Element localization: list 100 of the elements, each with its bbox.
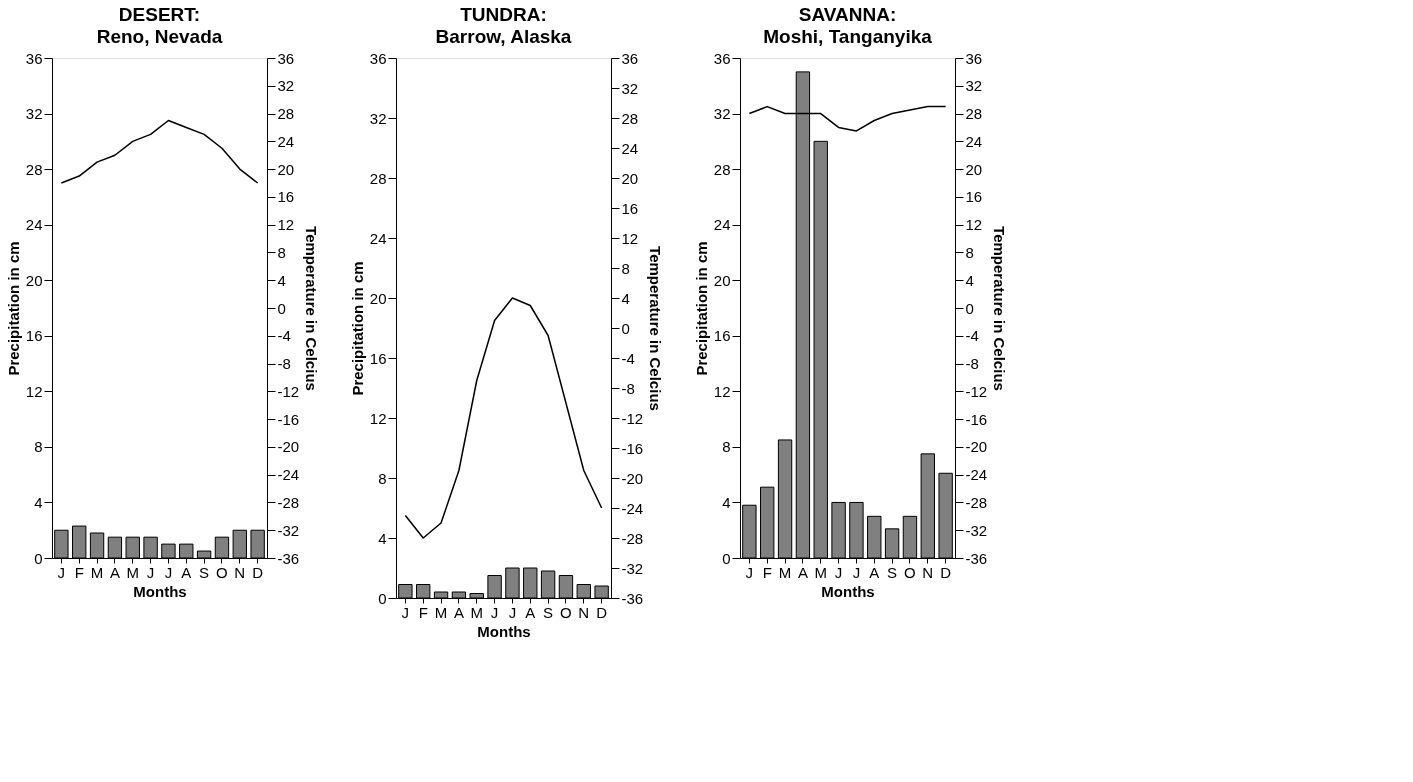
y-tick-label: 8 [34,438,43,456]
y2-tick-label: 24 [621,139,639,157]
y2-tick-label: 16 [965,188,983,206]
y-tick-label: 12 [369,409,387,427]
y-axis-title: Precipitation in cm [348,261,366,396]
line-series [404,297,603,539]
y-tick-label: 0 [722,549,731,567]
y2-tick-label: 0 [277,299,286,317]
x-tick-label: O [904,563,916,581]
x-tick-label: M [90,563,104,581]
y2-tick-label: -12 [277,382,300,400]
x-tick-label: J [852,563,861,581]
y2-tick-label: -8 [277,355,291,373]
y-tick-label: 36 [25,49,43,67]
x-tick-label: A [869,563,880,581]
y2-tick-label: 36 [965,49,983,67]
y-tick-label: 0 [378,589,387,607]
x-axis-title: Months [133,582,187,600]
y2-tick-label: -28 [965,493,988,511]
y2-tick-label: -8 [965,355,979,373]
x-tick-label: N [234,563,246,581]
y2-tick-label: 12 [621,229,639,247]
y-tick-label: 16 [713,327,731,345]
y2-axis-title: Temperature in Celcius [647,246,665,411]
y-tick-label: 32 [369,109,387,127]
y2-tick-label: -24 [621,499,644,517]
y-tick-label: 16 [369,349,387,367]
y-tick-label: 20 [713,271,731,289]
x-tick-label: S [199,563,210,581]
y2-tick-label: 28 [965,105,983,123]
y-tick-label: 16 [25,327,43,345]
x-tick-label: A [453,603,464,621]
x-tick-label: M [814,563,827,581]
y2-tick-label: 0 [621,319,630,337]
y2-tick-label: 4 [621,289,630,307]
y-tick-label: 20 [25,271,43,289]
x-axis-title: Months [821,582,875,600]
y2-axis-title: Temperature in Celcius [303,226,321,391]
y2-tick-label: -32 [277,521,300,539]
x-tick-label: A [181,563,192,581]
y2-tick-label: -20 [965,438,988,456]
y-tick-label: 12 [25,382,43,400]
chart-subtitle: Barrow, Alaska [435,26,572,47]
y-tick-label: 4 [34,493,43,511]
x-tick-label: J [508,603,517,621]
x-tick-label: D [940,563,952,581]
y-tick-label: 28 [713,160,731,178]
y-axis-title: Precipitation in cm [692,241,710,376]
y-tick-label: 28 [25,160,43,178]
y-tick-label: 4 [378,529,387,547]
y2-tick-label: -28 [277,493,300,511]
y2-tick-label: 8 [277,243,286,261]
y2-tick-label: -20 [277,438,300,456]
y-tick-label: 24 [25,216,43,234]
x-tick-label: A [525,603,536,621]
y-tick-label: 28 [369,169,387,187]
y2-tick-label: -16 [621,439,644,457]
y2-tick-label: -8 [621,379,635,397]
y-tick-label: 8 [378,469,387,487]
y2-tick-label: -4 [277,327,291,345]
chart-subtitle: Reno, Nevada [96,26,223,47]
y2-tick-label: 20 [965,160,983,178]
y-tick-label: 20 [369,289,387,307]
y-tick-label: 24 [369,229,387,247]
x-tick-label: D [252,563,264,581]
x-tick-label: M [470,603,483,621]
y-tick-label: 4 [722,493,731,511]
line-series [60,119,259,184]
y2-tick-label: 20 [621,169,639,187]
y2-tick-label: 32 [965,77,983,95]
x-tick-label: J [490,603,499,621]
chart-subtitle: Moshi, Tanganyika [763,26,933,47]
y2-tick-label: 16 [621,199,639,217]
x-tick-label: M [434,603,448,621]
x-tick-label: F [74,563,84,581]
x-tick-label: N [578,603,590,621]
y2-tick-label: 12 [965,216,983,234]
x-tick-label: J [57,563,66,581]
y2-tick-label: -28 [621,529,644,547]
y2-tick-label: -12 [621,409,644,427]
y2-tick-label: -24 [965,466,988,484]
y-tick-label: 12 [713,382,731,400]
y-tick-label: 0 [34,549,43,567]
chart-title: TUNDRA: [460,4,547,25]
y2-tick-label: -12 [965,382,988,400]
y2-axis-title: Temperature in Celcius [991,226,1009,391]
y2-tick-label: 28 [277,105,295,123]
y2-tick-label: 0 [965,299,974,317]
x-tick-label: S [887,563,898,581]
y2-tick-label: 16 [277,188,295,206]
y2-tick-label: -4 [965,327,979,345]
y2-tick-label: 24 [965,132,983,150]
y-tick-label: 36 [369,49,387,67]
x-tick-label: J [745,563,754,581]
y2-tick-label: 20 [277,160,295,178]
y-tick-label: 8 [722,438,731,456]
x-tick-label: N [922,563,934,581]
y-tick-label: 36 [713,49,731,67]
y2-tick-label: 32 [621,79,639,97]
y2-tick-label: 36 [277,49,295,67]
